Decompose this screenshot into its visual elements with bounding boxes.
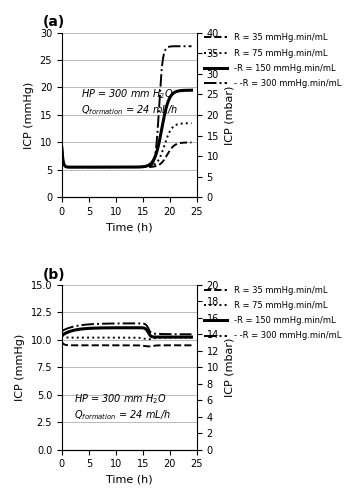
- Y-axis label: ICP (mmHg): ICP (mmHg): [15, 334, 25, 401]
- Legend: R = 35 mmHg.min/mL, R = 75 mmHg.min/mL, -R = 150 mmHg.min/mL, - -R = 300 mmHg.mi: R = 35 mmHg.min/mL, R = 75 mmHg.min/mL, …: [204, 286, 341, 341]
- Y-axis label: ICP (mbar): ICP (mbar): [224, 338, 234, 397]
- Y-axis label: ICP (mbar): ICP (mbar): [225, 85, 235, 144]
- Text: (b): (b): [43, 268, 66, 281]
- Text: HP = 300 mm H$_2$O
$Q_{formation}$ = 24 mL/h: HP = 300 mm H$_2$O $Q_{formation}$ = 24 …: [74, 392, 171, 422]
- X-axis label: Time (h): Time (h): [106, 475, 153, 485]
- Y-axis label: ICP (mmHg): ICP (mmHg): [24, 82, 34, 148]
- Text: HP = 300 mm H$_2$O
$Q_{formation}$ = 24 mL/h: HP = 300 mm H$_2$O $Q_{formation}$ = 24 …: [81, 88, 178, 117]
- Text: (a): (a): [43, 15, 65, 29]
- Legend: R = 35 mmHg.min/mL, R = 75 mmHg.min/mL, -R = 150 mmHg.min/mL, - -R = 300 mmHg.mi: R = 35 mmHg.min/mL, R = 75 mmHg.min/mL, …: [204, 34, 341, 88]
- X-axis label: Time (h): Time (h): [106, 222, 153, 232]
